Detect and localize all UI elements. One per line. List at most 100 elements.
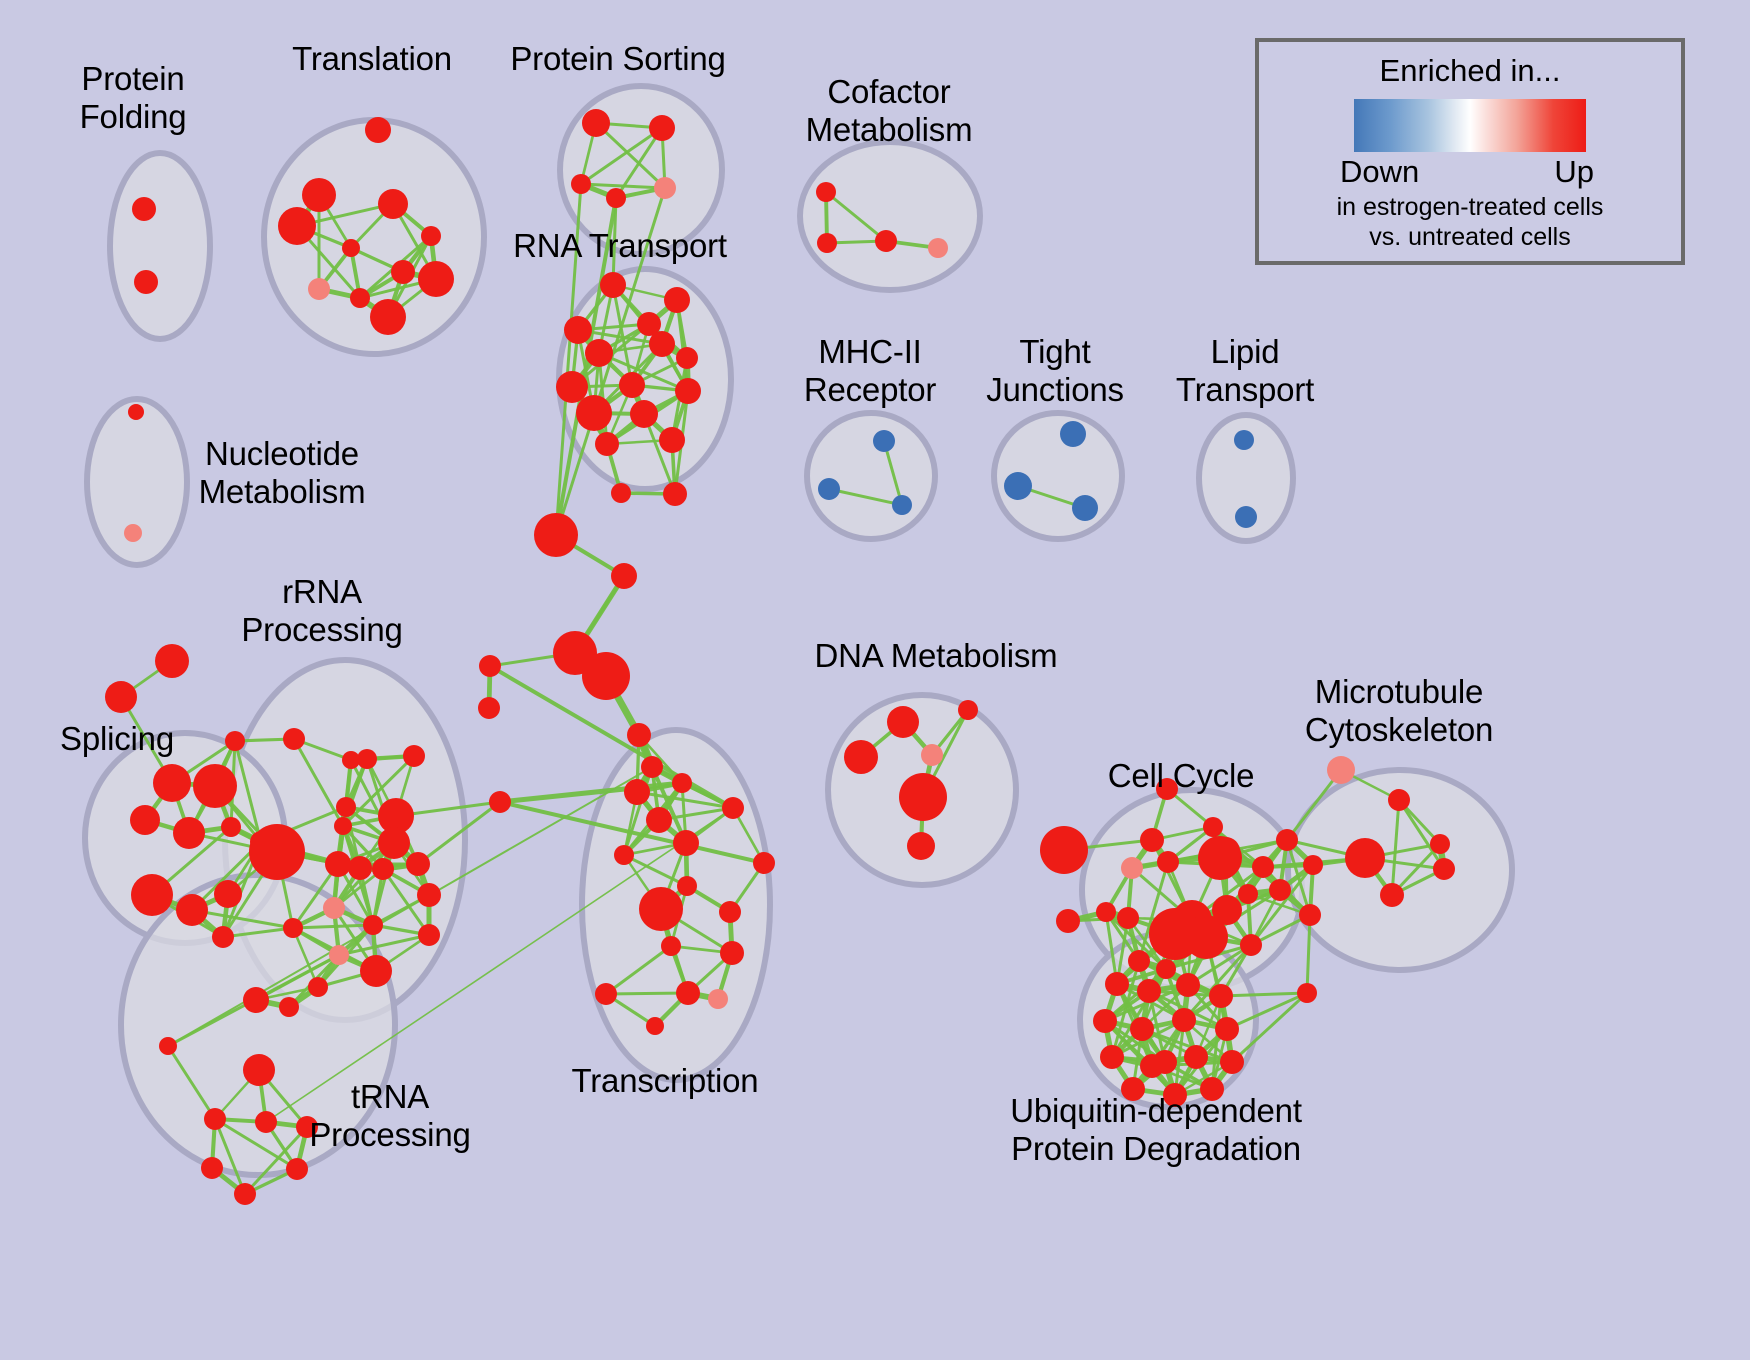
network-node[interactable]: [887, 706, 919, 738]
network-node[interactable]: [378, 827, 410, 859]
network-node[interactable]: [325, 851, 351, 877]
network-node[interactable]: [892, 495, 912, 515]
network-node[interactable]: [817, 233, 837, 253]
network-node[interactable]: [676, 347, 698, 369]
network-node[interactable]: [958, 700, 978, 720]
network-node[interactable]: [654, 177, 676, 199]
network-node[interactable]: [818, 478, 840, 500]
network-node[interactable]: [1100, 1045, 1124, 1069]
network-node[interactable]: [1209, 984, 1233, 1008]
network-node[interactable]: [212, 926, 234, 948]
network-node[interactable]: [418, 261, 454, 297]
network-node[interactable]: [391, 260, 415, 284]
network-node[interactable]: [1040, 826, 1088, 874]
network-node[interactable]: [875, 230, 897, 252]
network-node[interactable]: [556, 371, 588, 403]
network-node[interactable]: [1056, 909, 1080, 933]
network-node[interactable]: [641, 756, 663, 778]
network-node[interactable]: [323, 897, 345, 919]
network-node[interactable]: [595, 983, 617, 1005]
network-node[interactable]: [308, 278, 330, 300]
network-node[interactable]: [365, 117, 391, 143]
network-node[interactable]: [155, 644, 189, 678]
network-node[interactable]: [1128, 950, 1150, 972]
network-node[interactable]: [614, 845, 634, 865]
network-node[interactable]: [571, 174, 591, 194]
network-node[interactable]: [1105, 972, 1129, 996]
network-node[interactable]: [921, 744, 943, 766]
network-node[interactable]: [1430, 834, 1450, 854]
network-node[interactable]: [489, 791, 511, 813]
network-node[interactable]: [159, 1037, 177, 1055]
network-node[interactable]: [329, 945, 349, 965]
network-node[interactable]: [342, 751, 360, 769]
network-node[interactable]: [627, 723, 651, 747]
network-node[interactable]: [1297, 983, 1317, 1003]
network-node[interactable]: [661, 936, 681, 956]
network-node[interactable]: [1234, 430, 1254, 450]
network-node[interactable]: [278, 207, 316, 245]
network-node[interactable]: [722, 797, 744, 819]
network-node[interactable]: [611, 563, 637, 589]
network-node[interactable]: [1240, 934, 1262, 956]
network-node[interactable]: [1276, 829, 1298, 851]
network-node[interactable]: [1220, 1050, 1244, 1074]
network-node[interactable]: [637, 312, 661, 336]
network-node[interactable]: [646, 1017, 664, 1035]
network-node[interactable]: [1157, 851, 1179, 873]
network-node[interactable]: [378, 189, 408, 219]
network-node[interactable]: [899, 773, 947, 821]
network-node[interactable]: [753, 852, 775, 874]
network-node[interactable]: [1269, 879, 1291, 901]
network-node[interactable]: [221, 817, 241, 837]
network-node[interactable]: [564, 316, 592, 344]
network-node[interactable]: [478, 697, 500, 719]
network-node[interactable]: [624, 779, 650, 805]
network-node[interactable]: [639, 887, 683, 931]
network-node[interactable]: [1156, 778, 1178, 800]
network-node[interactable]: [131, 874, 173, 916]
network-node[interactable]: [1388, 789, 1410, 811]
network-node[interactable]: [1130, 1017, 1154, 1041]
network-node[interactable]: [873, 430, 895, 452]
network-node[interactable]: [611, 483, 631, 503]
network-node[interactable]: [1200, 1077, 1224, 1101]
network-node[interactable]: [672, 773, 692, 793]
network-node[interactable]: [479, 655, 501, 677]
network-node[interactable]: [1212, 895, 1242, 925]
network-node[interactable]: [907, 832, 935, 860]
network-node[interactable]: [249, 824, 305, 880]
network-node[interactable]: [1327, 756, 1355, 784]
network-node[interactable]: [649, 115, 675, 141]
network-node[interactable]: [128, 404, 144, 420]
network-node[interactable]: [173, 817, 205, 849]
network-node[interactable]: [649, 331, 675, 357]
network-node[interactable]: [619, 372, 645, 398]
network-node[interactable]: [286, 1158, 308, 1180]
network-node[interactable]: [403, 745, 425, 767]
network-node[interactable]: [1163, 1083, 1187, 1107]
network-node[interactable]: [1252, 856, 1274, 878]
network-node[interactable]: [1153, 1050, 1177, 1074]
network-node[interactable]: [1156, 959, 1176, 979]
network-node[interactable]: [417, 883, 441, 907]
network-node[interactable]: [1303, 855, 1323, 875]
network-node[interactable]: [1093, 1009, 1117, 1033]
network-node[interactable]: [1004, 472, 1032, 500]
network-node[interactable]: [234, 1183, 256, 1205]
network-node[interactable]: [1235, 506, 1257, 528]
network-node[interactable]: [585, 339, 613, 367]
network-node[interactable]: [1433, 858, 1455, 880]
network-node[interactable]: [360, 955, 392, 987]
network-node[interactable]: [193, 764, 237, 808]
network-node[interactable]: [1215, 1017, 1239, 1041]
network-node[interactable]: [1117, 907, 1139, 929]
network-node[interactable]: [225, 731, 245, 751]
network-node[interactable]: [595, 432, 619, 456]
network-node[interactable]: [576, 395, 612, 431]
network-node[interactable]: [421, 226, 441, 246]
network-node[interactable]: [1345, 838, 1385, 878]
network-node[interactable]: [243, 1054, 275, 1086]
network-node[interactable]: [1096, 902, 1116, 922]
network-node[interactable]: [204, 1108, 226, 1130]
